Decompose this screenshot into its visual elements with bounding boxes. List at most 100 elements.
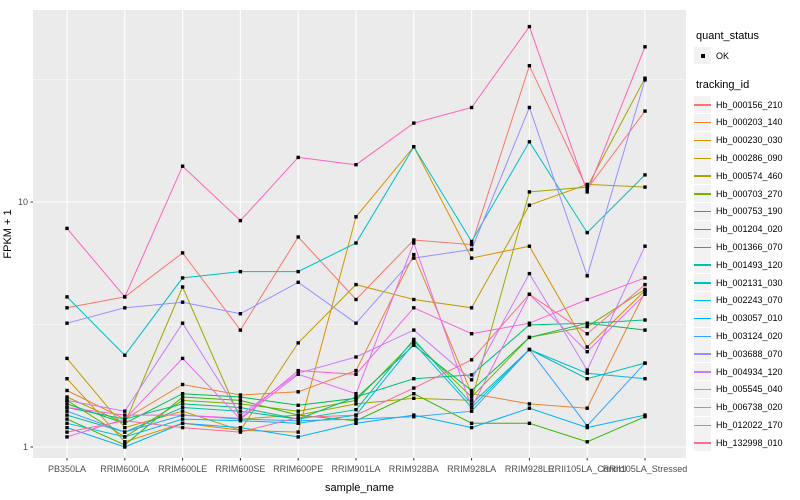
data-point [412,415,416,419]
data-point [412,343,416,347]
data-point [527,271,532,276]
legend-item-Hb_004934_120[interactable]: Hb_004934_120 [694,363,800,381]
legend-line-icon [694,406,711,409]
legend-line-icon [694,424,711,426]
data-point [238,328,243,332]
data-point [469,398,474,403]
data-point [354,368,358,373]
data-point [585,377,589,381]
legend-item-Hb_002131_030[interactable]: Hb_002131_030 [694,274,800,292]
data-point [354,421,358,425]
data-point [469,402,474,406]
data-point [123,435,127,439]
legend-item-Hb_000203_140[interactable]: Hb_000203_140 [694,113,800,132]
legend-key-swatch [694,434,711,452]
data-point [354,241,358,245]
data-point [469,358,474,362]
data-point [412,377,416,381]
legend-item-Hb_000574_460[interactable]: Hb_000574_460 [694,167,800,185]
legend: quant_status OK tracking_id Hb_000156_21… [694,30,800,452]
data-point [469,105,474,110]
legend-line-icon [694,175,711,177]
data-point [469,373,474,377]
data-point [180,392,185,396]
legend-item-label: Hb_012022_170 [716,420,783,431]
legend-item-Hb_003057_010[interactable]: Hb_003057_010 [694,309,800,327]
legend-item-label: Hb_005545_040 [716,384,783,395]
legend-item-Hb_003688_070[interactable]: Hb_003688_070 [694,345,800,363]
data-point [296,435,300,439]
legend-item-Hb_000753_190[interactable]: Hb_000753_190 [694,202,800,221]
data-point [296,280,300,284]
legend-item-Hb_002243_070[interactable]: Hb_002243_070 [694,291,800,310]
legend-item-Hb_005545_040[interactable]: Hb_005545_040 [694,380,800,399]
data-point [296,372,300,376]
legend-key-swatch [694,149,711,167]
legend-item-Hb_001366_070[interactable]: Hb_001366_070 [694,238,800,256]
legend-item-label: OK [716,50,730,61]
data-point [238,312,243,316]
x-tick-label: RRIM600PE [273,464,323,474]
data-point [354,215,358,219]
legend-item-Hb_132998_010[interactable]: Hb_132998_010 [694,434,800,452]
legend-item-Hb_006738_020[interactable]: Hb_006738_020 [694,398,800,416]
data-point [238,218,243,223]
data-point [180,405,185,410]
legend-item-Hb_000230_030[interactable]: Hb_000230_030 [694,131,800,149]
data-point [65,430,69,434]
data-point [412,337,416,342]
data-point [585,332,589,336]
data-point [354,398,358,403]
legend-item-Hb_001493_120[interactable]: Hb_001493_120 [694,256,800,274]
data-point [354,392,358,396]
legend-item-label: Hb_000286_090 [716,153,783,164]
x-tick-label: RRIM600LE [158,464,207,474]
legend-key-swatch [694,113,711,131]
data-point [65,409,69,413]
data-point [238,405,243,410]
x-tick-label: RRIM928BA [389,464,439,474]
legend-key-swatch [694,167,711,185]
legend-key-swatch [694,380,711,398]
legend-item-label: Hb_000574_460 [716,170,783,181]
legend-item-Hb_003124_020[interactable]: Hb_003124_020 [694,327,800,345]
data-point [527,402,532,406]
data-point [412,238,416,242]
legend-key-swatch [694,131,711,149]
data-point [585,321,589,325]
legend-line-icon [694,353,711,355]
data-point [412,252,416,257]
data-point [412,306,416,310]
data-point [296,368,300,373]
data-point [238,393,243,397]
legend-item-label: Hb_002131_030 [716,277,783,288]
legend-item-label: Hb_003057_010 [716,313,783,324]
data-point [123,430,127,434]
legend-line-icon [694,193,711,195]
x-axis-title: sample_name [325,482,394,494]
data-point [585,324,589,329]
data-point [585,345,589,349]
data-point [123,425,127,430]
data-point [123,440,127,444]
data-point [585,440,589,444]
data-point [412,297,416,302]
data-point [643,185,647,189]
data-point [180,413,185,417]
legend-key-swatch [694,327,711,345]
data-point [412,339,416,343]
legend-item-Hb_000156_210[interactable]: Hb_000156_210 [694,96,800,114]
legend-item-Hb_000703_270[interactable]: Hb_000703_270 [694,185,800,203]
data-point [585,425,589,430]
data-point [527,323,532,327]
data-point [643,78,647,82]
x-tick-label: RRIM600SE [215,464,265,474]
legend-item-Hb_000286_090[interactable]: Hb_000286_090 [694,149,800,167]
x-tick-label: RRII105LA_Stressed [603,464,688,474]
legend-item-Hb_012022_170[interactable]: Hb_012022_170 [694,416,800,434]
legend-key-swatch [694,398,711,416]
legend-key-swatch [694,220,711,238]
legend-item-Hb_001204_020[interactable]: Hb_001204_020 [694,220,800,238]
legend-item-ok[interactable]: OK [694,47,800,65]
data-point [180,395,185,399]
